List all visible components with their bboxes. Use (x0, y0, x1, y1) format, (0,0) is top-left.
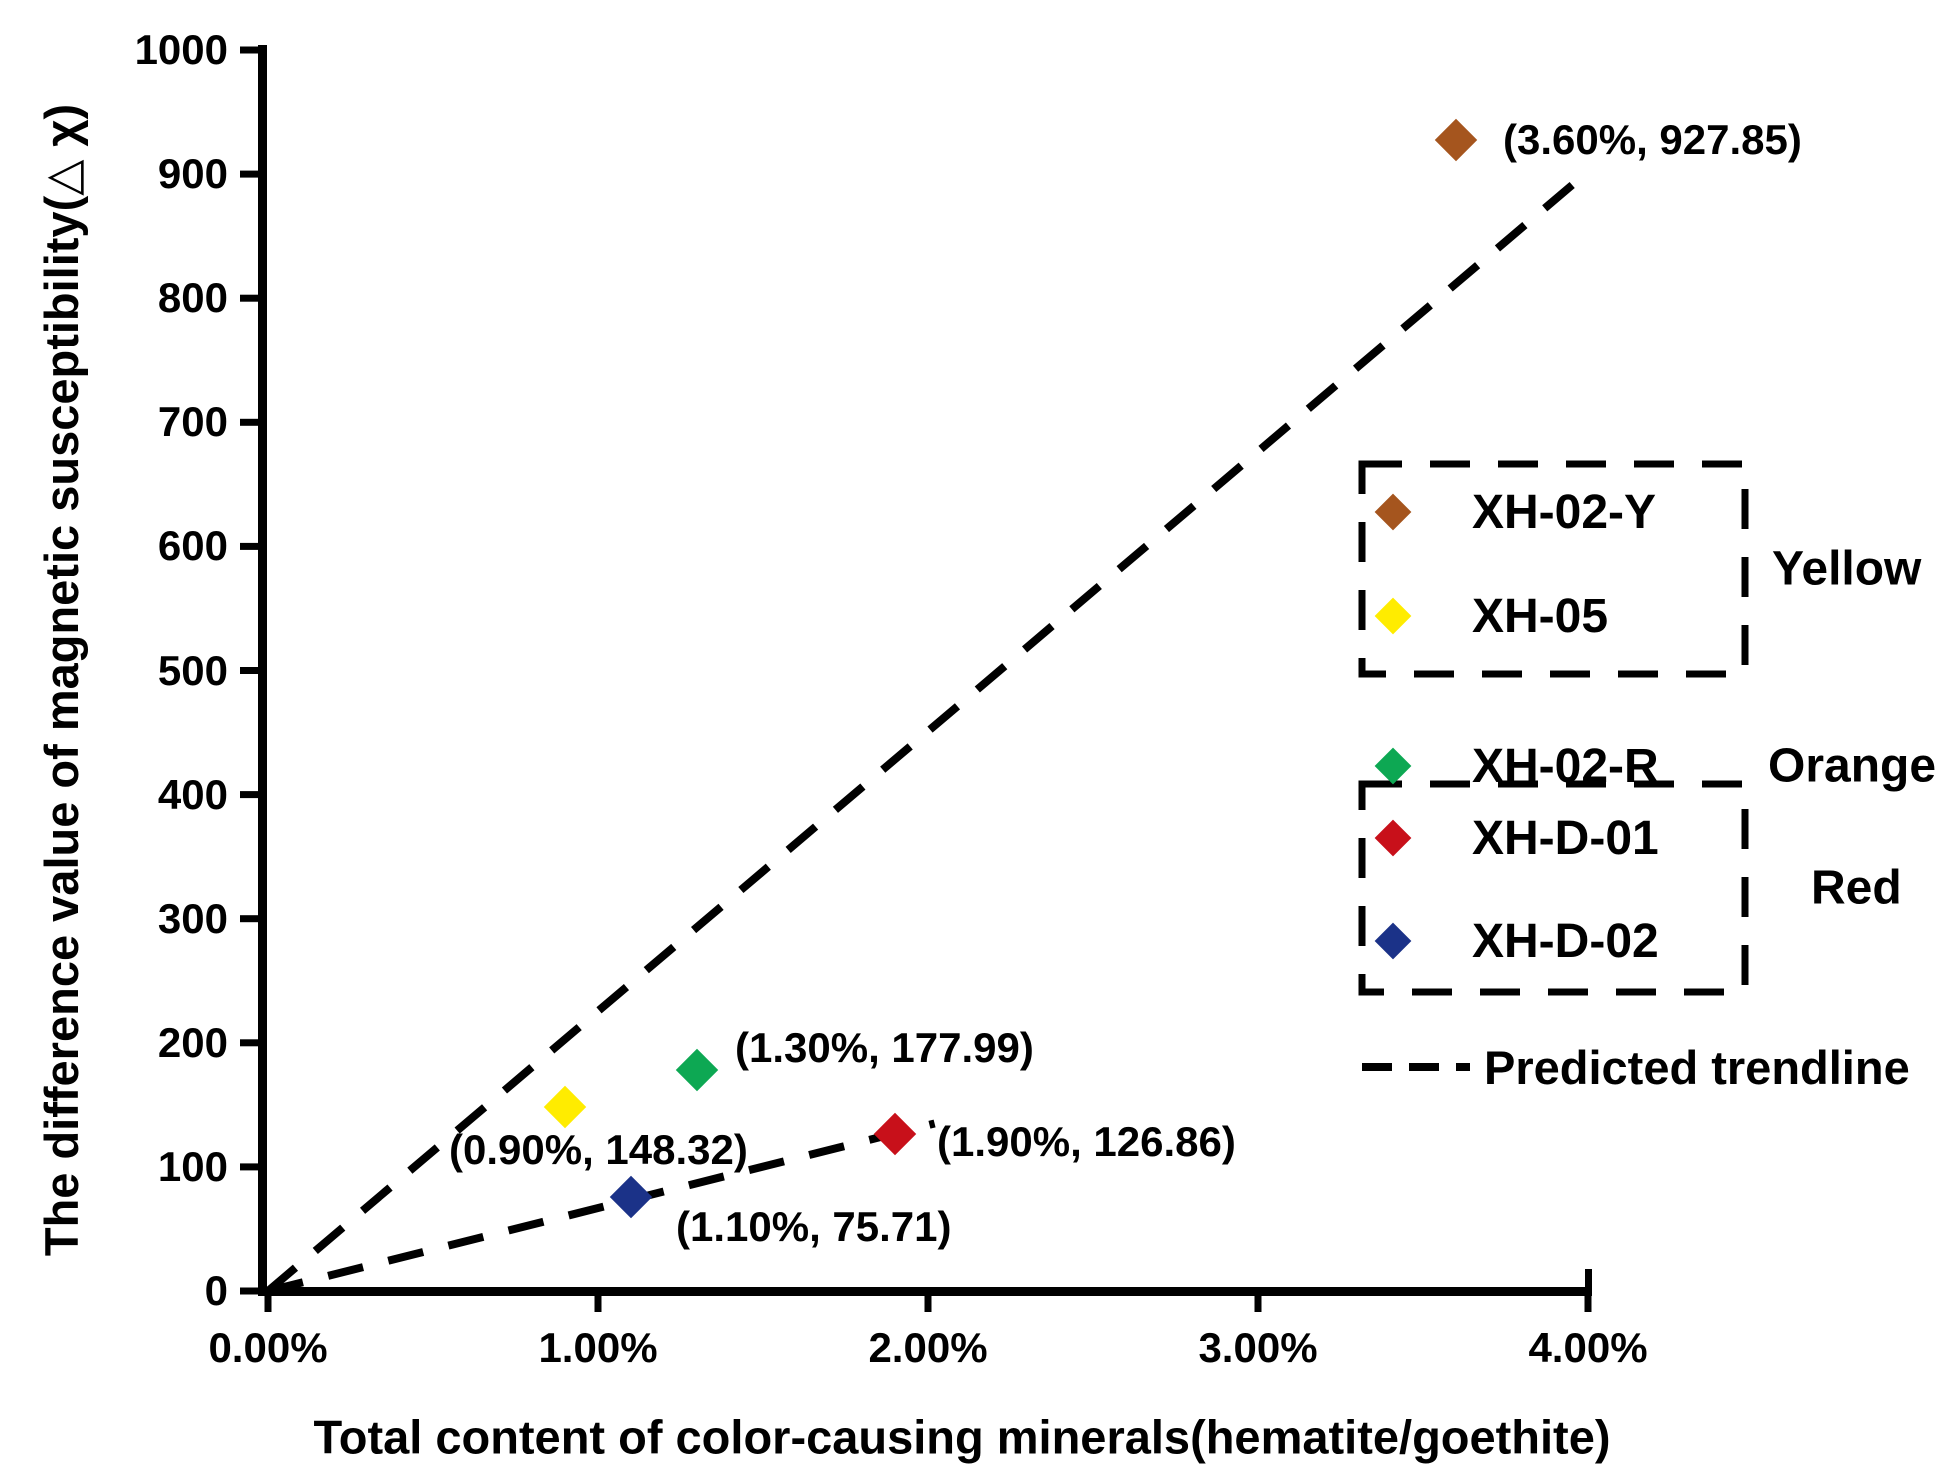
x-tick-mark (264, 1291, 272, 1312)
y-tick-label: 300 (157, 894, 228, 942)
legend-group-label-red: Red (1811, 861, 1902, 915)
legend-marker-xh-02-r-icon (1374, 747, 1412, 785)
y-tick-label: 500 (157, 646, 228, 694)
legend-marker-xh-05-icon (1374, 597, 1412, 635)
legend-item-xh-02-y: XH-02-Y (1362, 480, 1656, 544)
legend-marker-xh-02-y-icon (1374, 493, 1412, 531)
data-point-label: (0.90%, 148.32) (449, 1125, 748, 1173)
x-tick-mark (594, 1291, 602, 1312)
y-tick-mark (240, 46, 258, 54)
data-point-label: (3.60%, 927.85) (1503, 115, 1802, 163)
legend-group-label-yellow: Yellow (1772, 542, 1922, 596)
legend-marker-xh-d-02-icon (1374, 922, 1412, 960)
y-tick-label: 600 (157, 522, 228, 570)
y-tick-label: 100 (157, 1142, 228, 1190)
legend-item-label: XH-02-Y (1472, 485, 1657, 539)
y-tick-label: 400 (157, 770, 228, 818)
y-tick-mark (240, 170, 258, 178)
legend-item-xh-05: XH-05 (1362, 584, 1608, 648)
y-axis-line (258, 45, 267, 1295)
legend-item-label: XH-02-R (1472, 739, 1659, 793)
y-tick-label: 0 (204, 1267, 228, 1314)
legend-graphics (1358, 460, 1749, 996)
x-tick-label: 1.00% (538, 1324, 658, 1371)
x-axis-end-cap (1585, 1269, 1592, 1291)
dashed-line-icon (1362, 1063, 1470, 1071)
legend-item-predicted-trendline: Predicted trendline (1362, 1035, 1910, 1099)
legend-item-xh-d-01: XH-D-01 (1362, 806, 1659, 870)
data-point-label: (1.30%, 177.99) (735, 1024, 1034, 1072)
x-tick-label: 4.00% (1528, 1324, 1648, 1371)
y-tick-mark (240, 1163, 258, 1171)
axes-layer (240, 45, 1592, 1312)
data-point-label: (1.90%, 126.86) (937, 1117, 1236, 1165)
y-tick-mark (240, 1039, 258, 1047)
y-tick-label: 900 (157, 150, 228, 198)
x-tick-mark (924, 1291, 932, 1312)
y-tick-label: 200 (157, 1018, 228, 1066)
x-tick-label: 0.00% (208, 1324, 328, 1371)
legend-item-label: XH-D-02 (1472, 914, 1659, 968)
predicted-trendline (267, 1119, 936, 1295)
x-axis-title: Total content of color-causing minerals(… (313, 1410, 1611, 1464)
legend-trendline-label: Predicted trendline (1484, 1040, 1910, 1094)
y-tick-mark (240, 542, 258, 550)
legend-item-xh-d-02: XH-D-02 (1362, 909, 1659, 973)
legend-item-label: XH-05 (1472, 589, 1609, 643)
y-tick-mark (240, 1287, 258, 1295)
predicted-trendline (265, 179, 1578, 1295)
y-tick-mark (240, 294, 258, 302)
trendlines-layer (265, 179, 1578, 1295)
legend-item-xh-02-r: XH-02-R (1362, 734, 1659, 798)
x-tick-label: 2.00% (868, 1324, 988, 1371)
y-tick-label: 700 (157, 398, 228, 446)
y-tick-mark (240, 791, 258, 799)
y-tick-label: 1000 (134, 26, 228, 73)
legend-yellow-group-box (1358, 460, 1749, 678)
y-tick-mark (240, 915, 258, 923)
x-tick-mark (1254, 1291, 1262, 1312)
legend-group-label-orange: Orange (1768, 739, 1937, 793)
legend-item-label: XH-D-01 (1472, 811, 1659, 865)
y-tick-mark (240, 418, 258, 426)
y-tick-label: 800 (157, 274, 228, 322)
y-tick-mark (240, 667, 258, 674)
x-tick-label: 3.00% (1198, 1324, 1318, 1371)
data-point-label: (1.10%, 75.71) (676, 1203, 952, 1251)
legend-red-group-box (1358, 780, 1749, 996)
legend-marker-xh-d-01-icon (1374, 819, 1412, 857)
x-tick-mark (1584, 1291, 1592, 1312)
